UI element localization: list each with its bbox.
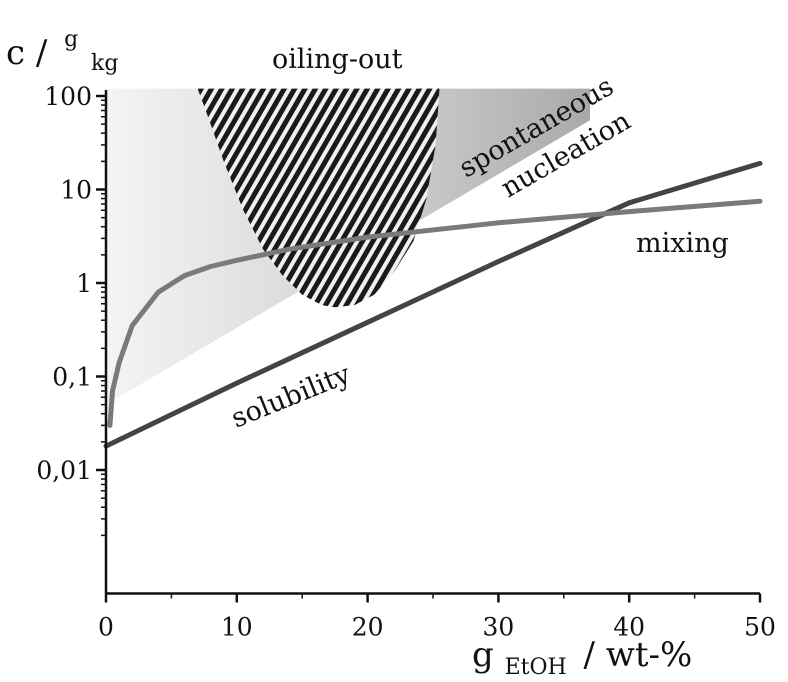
x-tick-label-3: 30	[482, 613, 514, 642]
y-tick-label-0: 100	[44, 82, 92, 111]
annotation-mixing: mixing	[636, 228, 729, 259]
x-tick-label-4: 40	[613, 613, 645, 642]
annotation-solubility: solubility	[227, 358, 356, 434]
x-axis-title-main: g	[472, 635, 494, 675]
x-axis-title-sub: EtOH	[505, 655, 567, 680]
y-tick-label-4: 0,01	[36, 456, 92, 485]
x-tick-label-1: 10	[221, 613, 253, 642]
annotation-oiling-out: oiling-out	[272, 44, 403, 75]
series-line-mixing	[107, 198, 763, 428]
y-axis-title-sup: g	[64, 27, 78, 52]
x-tick-label-5: 50	[744, 613, 776, 642]
y-tick-label-2: 1	[76, 269, 92, 298]
series-layer	[103, 160, 763, 449]
y-tick-label-1: 10	[60, 176, 92, 205]
y-tick-label-3: 0,1	[52, 363, 92, 392]
y-axis-title-sub: kg	[91, 51, 118, 76]
x-tick-label-0: 0	[98, 613, 114, 642]
region-oiling-out	[197, 88, 440, 308]
x-axis-title-suffix: / wt-%	[584, 635, 693, 675]
regions-layer	[106, 88, 590, 405]
x-tick-label-2: 20	[352, 613, 384, 642]
series-line-solubility	[103, 160, 763, 449]
y-axis-title: c / g kg	[6, 15, 118, 76]
axes-layer: 100 10 1 0,1 0,01 0 10 20 30 40 50	[36, 82, 776, 642]
y-axis-title-prefix: c /	[6, 33, 48, 73]
x-axis-title: g EtOH / wt-%	[472, 635, 692, 682]
